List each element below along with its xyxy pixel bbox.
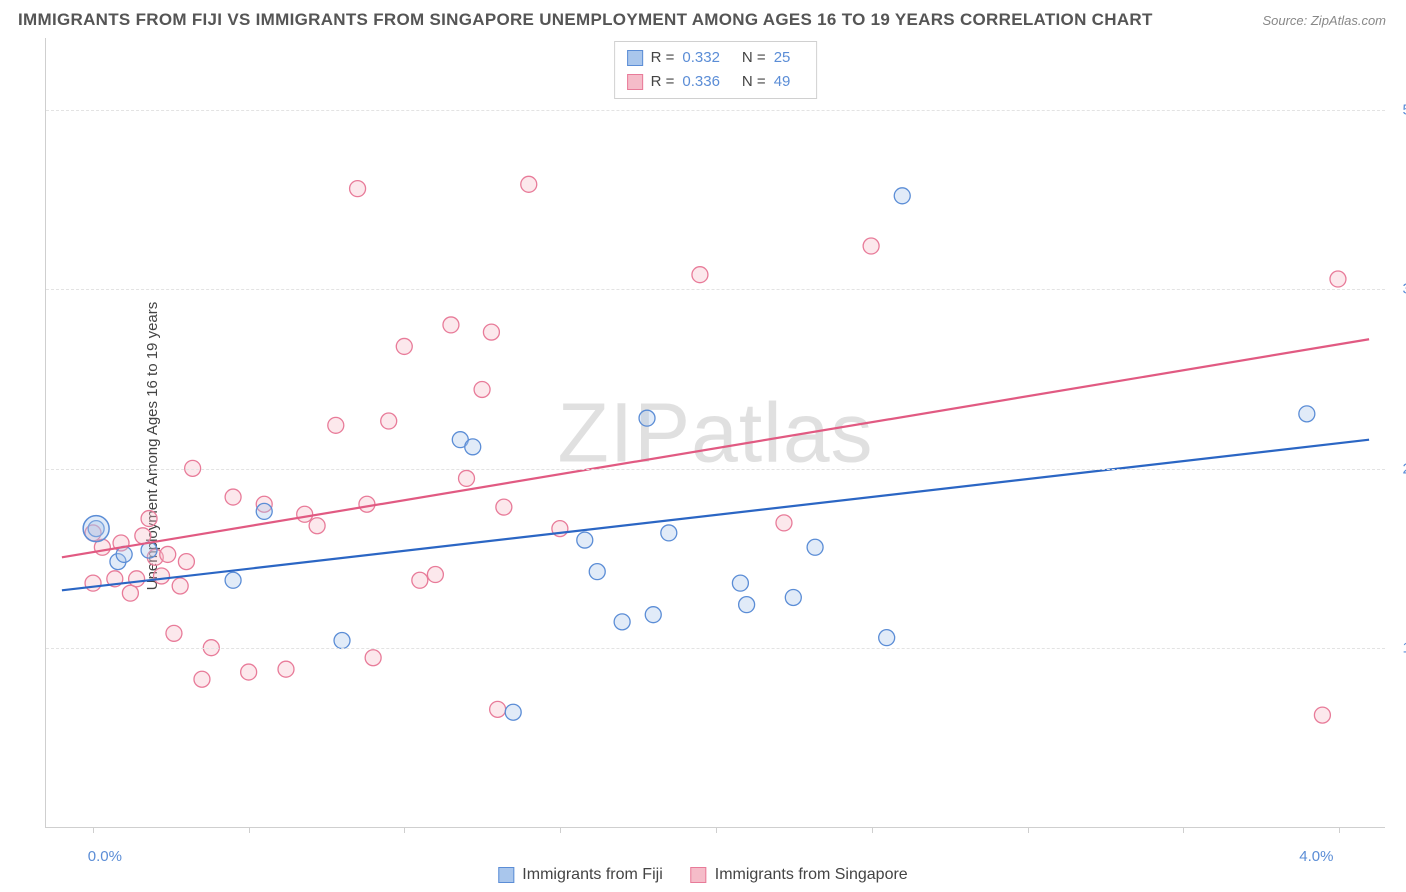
data-point (256, 503, 272, 519)
x-tick-mark (404, 827, 405, 833)
data-point (459, 470, 475, 486)
data-point (160, 546, 176, 562)
data-point (328, 417, 344, 433)
data-point (505, 704, 521, 720)
data-point (521, 176, 537, 192)
data-point (879, 630, 895, 646)
n-value-singapore: 49 (774, 70, 791, 94)
stats-row-singapore: R = 0.336 N = 49 (627, 70, 805, 94)
data-point (1330, 271, 1346, 287)
data-point (359, 496, 375, 512)
data-point (807, 539, 823, 555)
swatch-singapore-bottom (691, 867, 707, 883)
data-point (334, 633, 350, 649)
data-point (1314, 707, 1330, 723)
data-point (172, 578, 188, 594)
data-point (365, 650, 381, 666)
source-attribution: Source: ZipAtlas.com (1262, 13, 1386, 28)
data-point (122, 585, 138, 601)
data-point (297, 506, 313, 522)
x-tick-mark (93, 827, 94, 833)
y-tick-label: 25.0% (1402, 460, 1406, 477)
y-tick-label: 50.0% (1402, 101, 1406, 118)
data-point (309, 518, 325, 534)
data-point (639, 410, 655, 426)
data-point (225, 489, 241, 505)
grid-line-h (46, 648, 1385, 649)
legend-item-singapore: Immigrants from Singapore (691, 866, 908, 884)
x-tick-mark (1339, 827, 1340, 833)
data-point (614, 614, 630, 630)
x-tick-mark (872, 827, 873, 833)
data-point (589, 564, 605, 580)
x-tick-mark (716, 827, 717, 833)
plot-area: R = 0.332 N = 25 R = 0.336 N = 49 ZIPatl… (45, 38, 1385, 828)
data-point (732, 575, 748, 591)
data-point (483, 324, 499, 340)
legend-label-singapore: Immigrants from Singapore (715, 866, 908, 884)
n-label: N = (742, 46, 766, 70)
data-point (241, 664, 257, 680)
data-point (785, 589, 801, 605)
data-point (894, 188, 910, 204)
data-point (278, 661, 294, 677)
grid-line-h (46, 110, 1385, 111)
data-point (465, 439, 481, 455)
data-point (85, 575, 101, 591)
data-point (474, 381, 490, 397)
legend-item-fiji: Immigrants from Fiji (498, 866, 662, 884)
y-tick-label: 12.5% (1402, 640, 1406, 657)
data-point (490, 701, 506, 717)
x-tick-label: 0.0% (88, 848, 122, 865)
data-point (135, 528, 151, 544)
data-point (443, 317, 459, 333)
swatch-fiji-bottom (498, 867, 514, 883)
data-point (863, 238, 879, 254)
r-value-singapore: 0.336 (682, 70, 720, 94)
data-point (645, 607, 661, 623)
grid-line-h (46, 469, 1385, 470)
trend-line (62, 339, 1369, 557)
legend-label-fiji: Immigrants from Fiji (522, 866, 662, 884)
r-label: R = (651, 70, 675, 94)
data-point (692, 267, 708, 283)
data-point (178, 554, 194, 570)
scatter-svg (46, 38, 1385, 827)
data-point (381, 413, 397, 429)
series-legend: Immigrants from Fiji Immigrants from Sin… (498, 866, 907, 884)
data-point (141, 511, 157, 527)
x-tick-mark (249, 827, 250, 833)
y-tick-label: 37.5% (1402, 281, 1406, 298)
r-label: R = (651, 46, 675, 70)
x-tick-mark (560, 827, 561, 833)
data-point (661, 525, 677, 541)
swatch-fiji (627, 50, 643, 66)
r-value-fiji: 0.332 (682, 46, 720, 70)
data-point (154, 568, 170, 584)
chart-title: IMMIGRANTS FROM FIJI VS IMMIGRANTS FROM … (18, 10, 1153, 30)
grid-line-h (46, 289, 1385, 290)
data-point (225, 572, 241, 588)
x-tick-label: 4.0% (1299, 848, 1333, 865)
data-point (1299, 406, 1315, 422)
data-point (194, 671, 210, 687)
swatch-singapore (627, 74, 643, 90)
n-value-fiji: 25 (774, 46, 791, 70)
n-label: N = (742, 70, 766, 94)
data-point (166, 625, 182, 641)
x-tick-mark (1183, 827, 1184, 833)
data-point (129, 571, 145, 587)
data-point (412, 572, 428, 588)
data-point (496, 499, 512, 515)
data-point (427, 567, 443, 583)
data-point (83, 516, 109, 542)
x-tick-mark (1028, 827, 1029, 833)
stats-row-fiji: R = 0.332 N = 25 (627, 46, 805, 70)
data-point (577, 532, 593, 548)
data-point (739, 597, 755, 613)
stats-legend: R = 0.332 N = 25 R = 0.336 N = 49 (614, 41, 818, 99)
data-point (776, 515, 792, 531)
data-point (396, 338, 412, 354)
data-point (350, 181, 366, 197)
